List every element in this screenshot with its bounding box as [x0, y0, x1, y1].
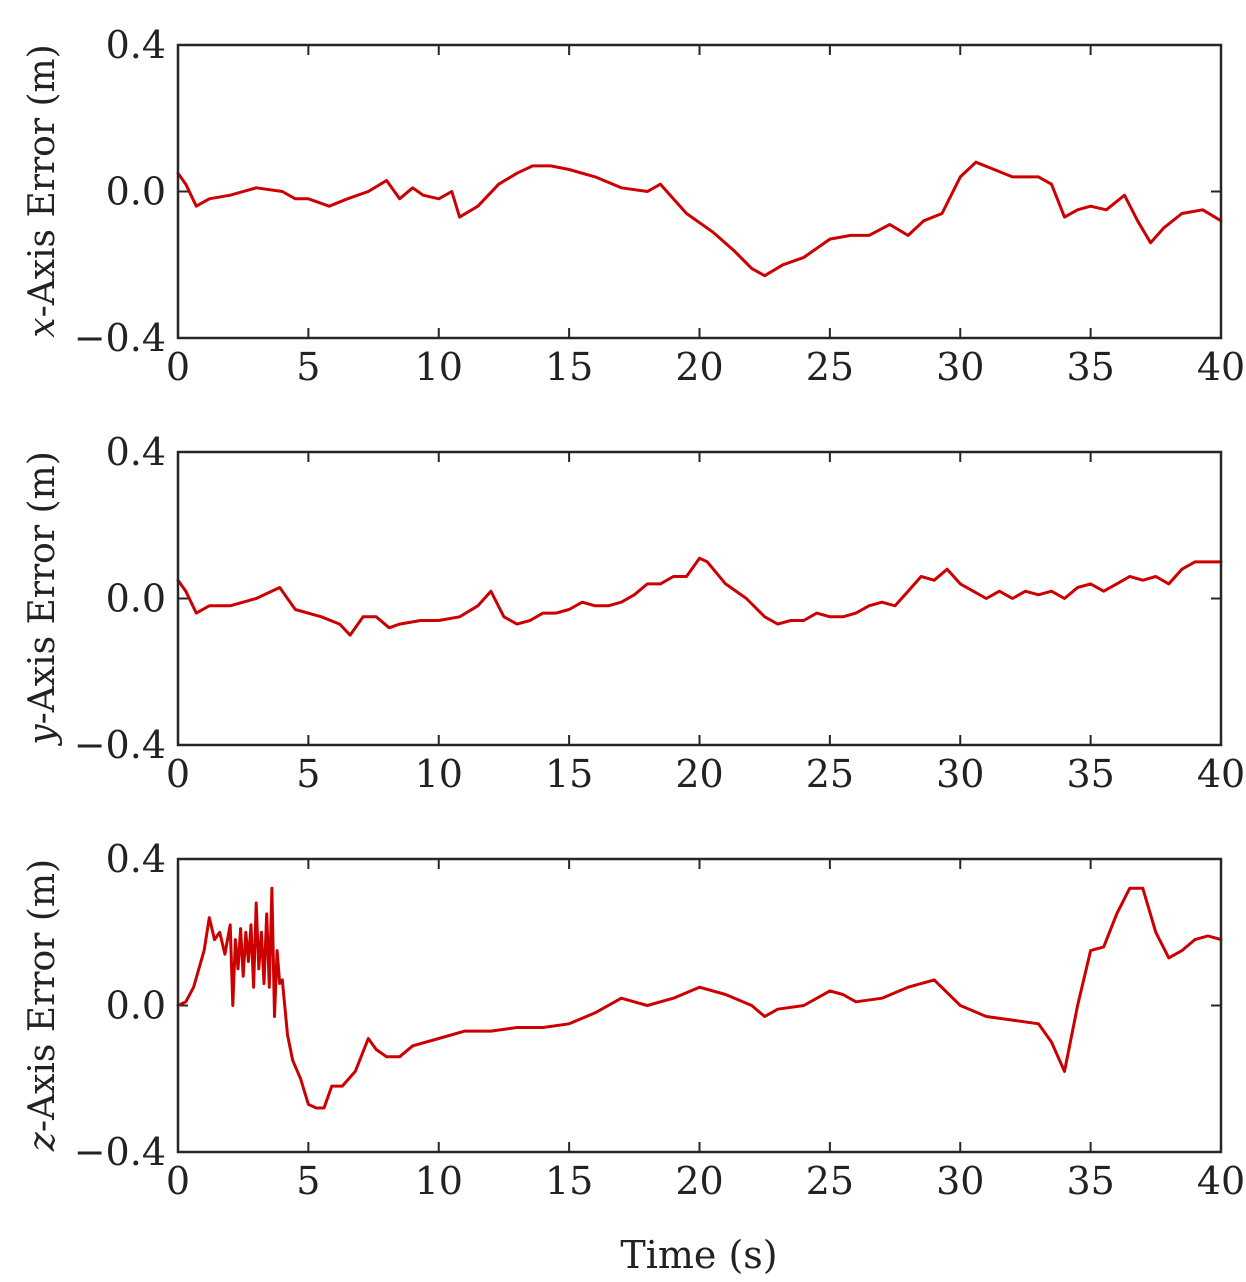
panel-y-ytick-label: 0.4 — [106, 430, 166, 474]
panel-x-xtick-label: 30 — [936, 345, 984, 389]
panel-x-xtick-label: 0 — [166, 345, 190, 389]
panel-x-ytick-label: −0.4 — [74, 316, 166, 360]
panel-x-xtick-label: 25 — [806, 345, 854, 389]
panel-z-xtick-label: 35 — [1066, 1159, 1114, 1203]
panel-x-ylabel-rest: -Axis Error (m) — [22, 44, 63, 317]
panel-x-xtick-label: 15 — [545, 345, 593, 389]
panel-x-xtick-label: 10 — [415, 345, 463, 389]
panel-y-ytick-label: −0.4 — [74, 723, 166, 767]
panel-x-ylabel: x-Axis Error (m) — [22, 44, 63, 337]
panel-y-ticks: 0 5 10 15 20 25 30 35 40 0.4 0.0 −0.4 — [74, 430, 1245, 796]
panel-x-xtick-label: 20 — [675, 345, 723, 389]
panel-x-error-line — [176, 160, 1223, 278]
panel-z-ytick-label: −0.4 — [74, 1130, 166, 1174]
panel-y-ytick-label: 0.0 — [106, 577, 166, 621]
panel-y-xtick-label: 35 — [1066, 752, 1114, 796]
panel-y-xtick-label: 0 — [166, 752, 190, 796]
panel-z-error-line — [176, 886, 1223, 1110]
panel-y-xtick-label: 15 — [545, 752, 593, 796]
panel-z-xtick-label: 30 — [936, 1159, 984, 1203]
panel-x-xtick-label: 5 — [296, 345, 320, 389]
panel-x-xtick-label: 40 — [1197, 345, 1245, 389]
panel-y-xtick-label: 40 — [1197, 752, 1245, 796]
panel-x-xtick-label: 35 — [1066, 345, 1114, 389]
panel-y-ylabel: y-Axis Error (m) — [22, 451, 63, 747]
panel-z-ylabel-italic: z — [22, 1131, 63, 1152]
panel-y-ylabel-rest: -Axis Error (m) — [22, 451, 63, 724]
panel-z-xtick-label: 15 — [545, 1159, 593, 1203]
panel-z-xtick-label: 5 — [296, 1159, 320, 1203]
panel-y-xtick-label: 10 — [415, 752, 463, 796]
panel-y-xtick-label: 20 — [675, 752, 723, 796]
panel-y-xtick-label: 25 — [806, 752, 854, 796]
panel-z-xtick-label: 20 — [675, 1159, 723, 1203]
panel-x-ylabel-italic: x — [22, 317, 63, 337]
panel-z-axes-box — [176, 857, 1223, 1154]
panel-z-ytick-label: 0.4 — [106, 837, 166, 881]
panel-x-ytick-label: 0.0 — [106, 170, 166, 214]
panel-z-ticks: 0 5 10 15 20 25 30 35 40 0.4 0.0 −0.4 — [74, 837, 1245, 1203]
panel-x-ticks: 0 5 10 15 20 25 30 35 40 0.4 0.0 −0.4 — [74, 23, 1245, 389]
panel-y-error-line — [176, 556, 1223, 637]
panel-y-axis-error: y-Axis Error (m) 0 5 10 15 20 25 30 35 40 0.4 0.0 −… — [22, 430, 1245, 796]
panel-y-axes-box — [176, 450, 1223, 747]
panel-z-ytick-label: 0.0 — [106, 984, 166, 1028]
panel-z-axis-error: z-Axis Error (m) 0 5 10 15 20 25 30 35 40 0.4 0.0 −… — [22, 837, 1245, 1203]
x-axis-label: Time (s) — [620, 1233, 777, 1277]
panel-z-xtick-label: 0 — [166, 1159, 190, 1203]
panel-z-ylabel-rest: -Axis Error (m) — [22, 859, 63, 1132]
panel-y-xtick-label: 5 — [296, 752, 320, 796]
panel-z-xtick-label: 25 — [806, 1159, 854, 1203]
panel-x-ytick-label: 0.4 — [106, 23, 166, 67]
panel-y-ylabel-italic: y — [22, 724, 63, 747]
panel-z-xtick-label: 40 — [1197, 1159, 1245, 1203]
panel-y-xtick-label: 30 — [936, 752, 984, 796]
panel-x-axes-box — [176, 43, 1223, 340]
panel-z-xtick-label: 10 — [415, 1159, 463, 1203]
panel-x-axis-error: x-Axis Error (m) 0 5 10 15 20 25 30 35 40 0.4 0.0 −… — [22, 23, 1245, 389]
panel-z-ylabel: z-Axis Error (m) — [22, 859, 63, 1152]
